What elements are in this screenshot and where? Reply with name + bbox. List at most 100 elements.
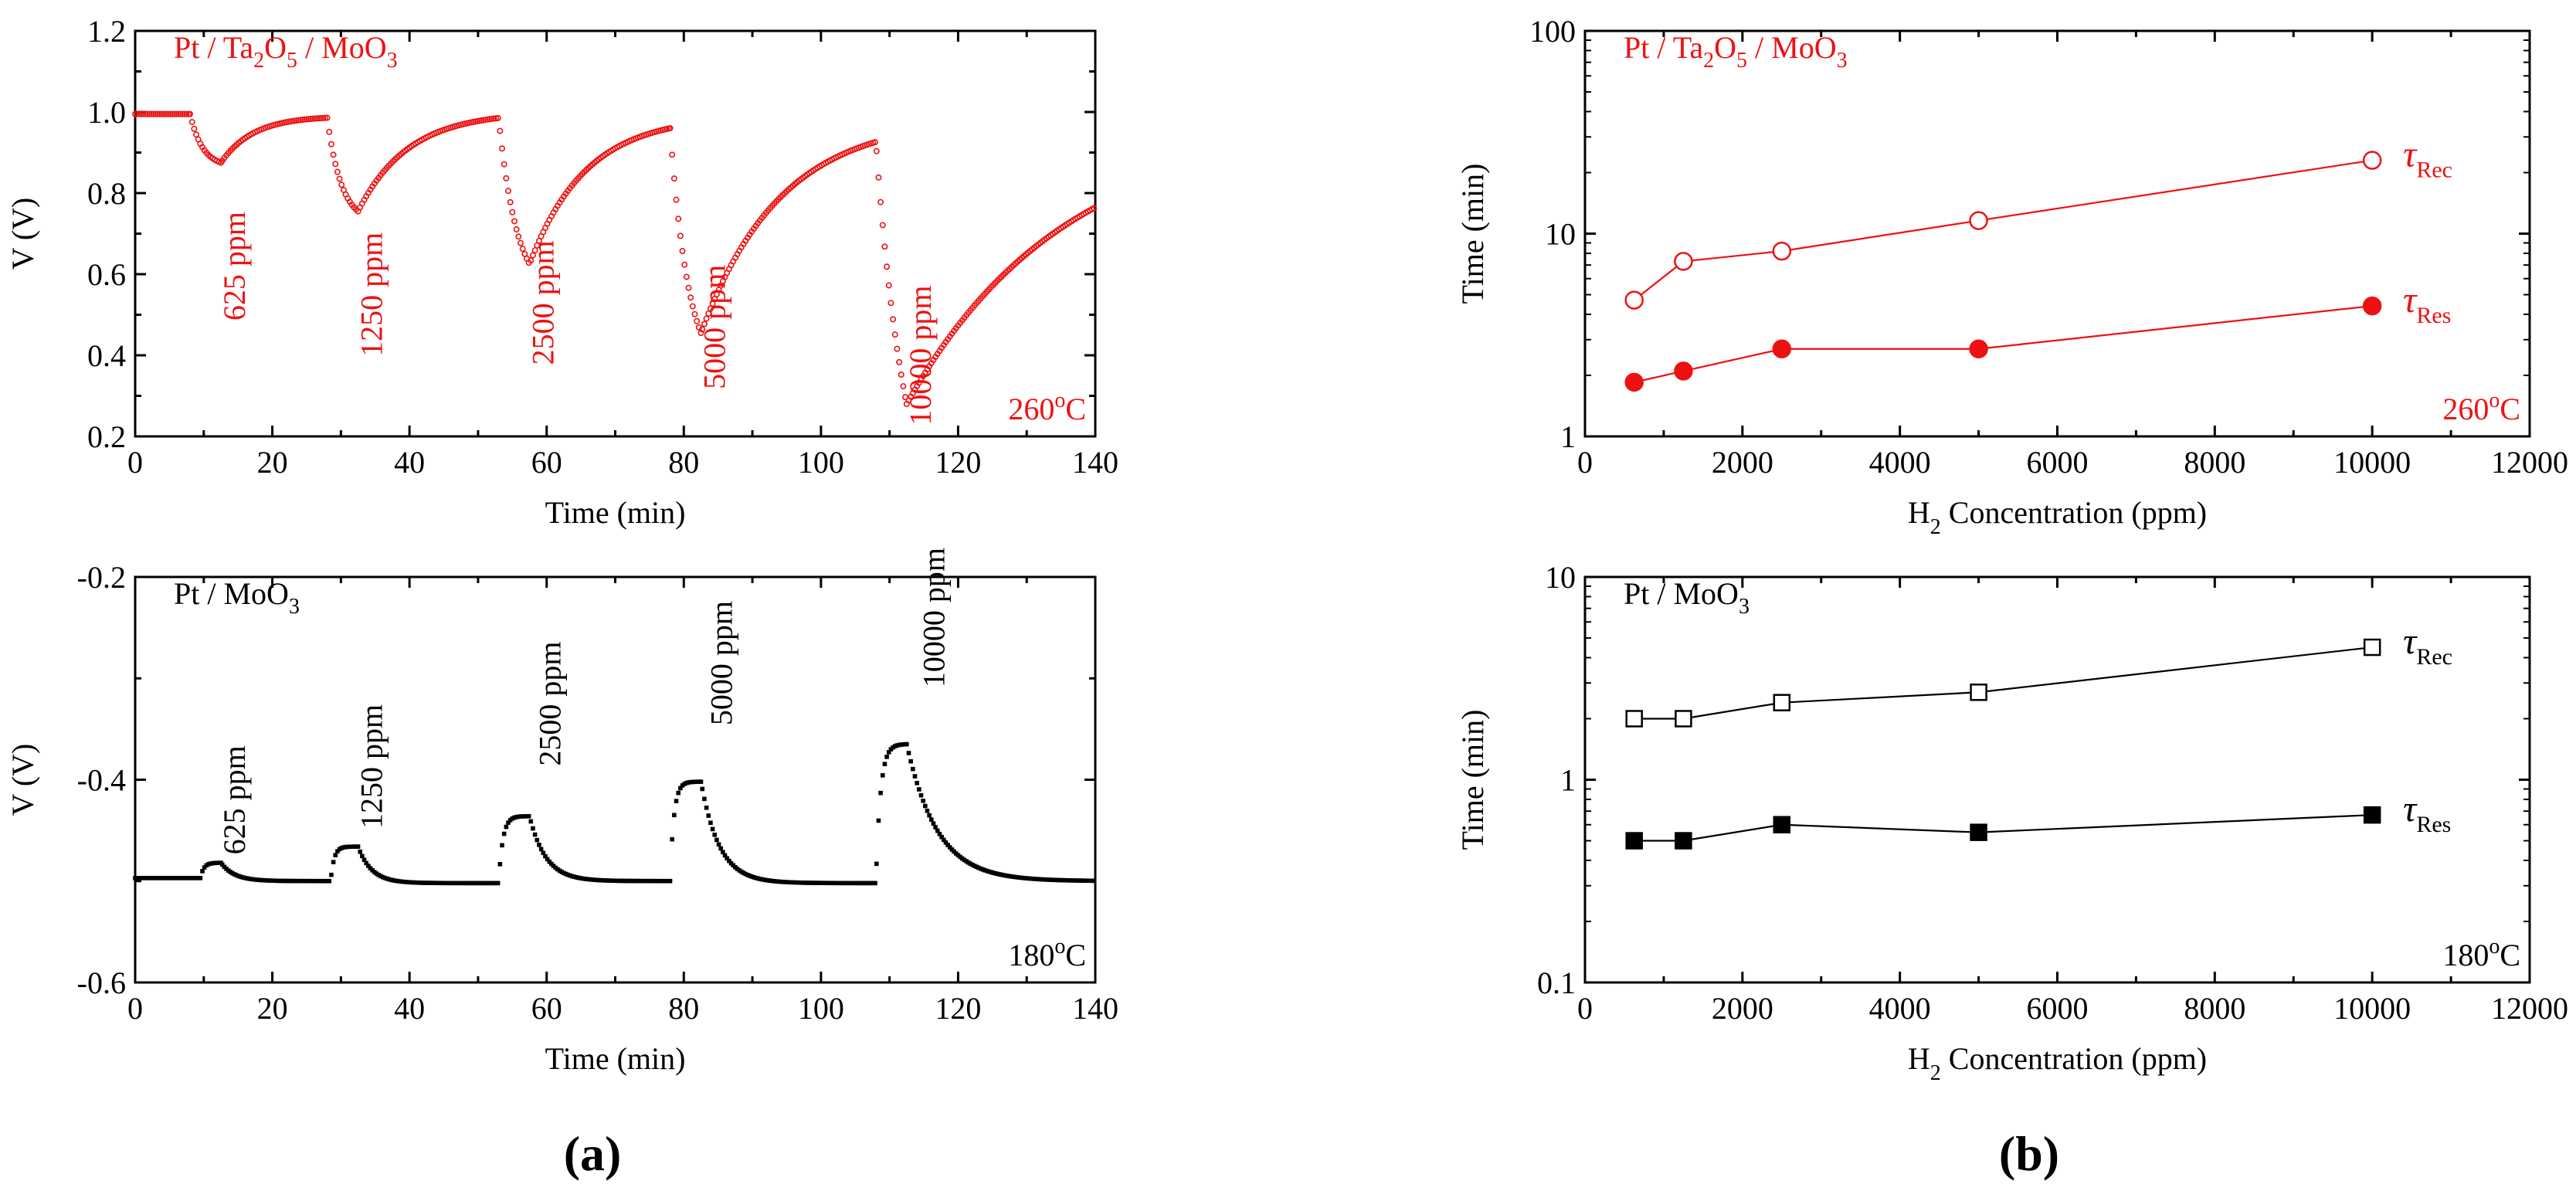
y-axis-label: Time (min) <box>1455 710 1490 850</box>
data-point <box>718 846 724 851</box>
data-point <box>689 303 696 310</box>
data-point <box>328 141 334 148</box>
panel-title: Pt / Ta2O5 / MoO3 <box>174 30 398 73</box>
data-point <box>314 115 321 122</box>
data-point <box>2363 806 2381 824</box>
data-point <box>137 110 144 117</box>
plot-frame <box>1583 29 2531 438</box>
data-point <box>366 864 371 868</box>
concentration-label: 5000 ppm <box>704 601 738 725</box>
data-point <box>873 148 880 154</box>
data-point <box>679 248 686 255</box>
data-point <box>329 872 334 877</box>
data-point <box>1675 710 1692 728</box>
data-point <box>678 786 683 791</box>
x-tick-label: 0 <box>1577 445 1593 480</box>
series-label: τRec <box>2403 134 2452 183</box>
x-tick-label: 0 <box>127 991 143 1026</box>
x-axis-label: Time (min) <box>545 1041 686 1076</box>
data-point <box>931 821 936 826</box>
data-point <box>513 226 520 232</box>
x-axis-label: H2 Concentration (ppm) <box>1908 495 2207 539</box>
data-point <box>497 127 504 134</box>
data-point <box>877 198 884 205</box>
series-label: τRes <box>2403 280 2451 328</box>
data-point <box>667 878 673 884</box>
data-point <box>694 317 701 324</box>
data-point <box>725 856 730 861</box>
x-axis-label: Time (min) <box>545 495 686 530</box>
data-point <box>2362 151 2382 170</box>
data-point <box>918 792 924 798</box>
data-point <box>906 751 911 755</box>
y-tick-label: -0.4 <box>77 763 126 798</box>
data-point <box>327 878 332 884</box>
data-point <box>517 239 524 246</box>
data-point <box>667 124 674 131</box>
data-point <box>501 161 507 168</box>
data-point <box>697 330 704 337</box>
data-point <box>150 110 157 117</box>
y-tick-label: 1 <box>1560 763 1576 798</box>
data-point <box>727 858 731 864</box>
data-point <box>871 139 878 146</box>
y-tick-label: 1 <box>1560 419 1576 454</box>
x-tick-label: 140 <box>1072 445 1118 480</box>
data-point <box>532 832 538 837</box>
data-point <box>1091 878 1097 884</box>
data-point <box>507 198 514 205</box>
data-point <box>511 218 518 225</box>
data-point <box>704 805 709 810</box>
data-point <box>673 196 680 203</box>
data-point <box>177 110 184 117</box>
x-tick-label: 120 <box>935 991 981 1026</box>
data-point <box>317 114 324 121</box>
data-point <box>698 779 704 784</box>
data-point <box>338 182 345 188</box>
data-point <box>161 110 168 117</box>
data-point <box>881 243 888 250</box>
data-point <box>497 862 503 867</box>
data-point <box>707 305 714 312</box>
data-point <box>543 853 548 859</box>
y-tick-label: 0.1 <box>1537 965 1576 1000</box>
chart-b_top: 0 2000 4000 6000 8000 10000 12000 1 10 100 Time (m… <box>1455 14 2568 539</box>
data-point <box>331 860 336 864</box>
x-tick-label: 40 <box>394 445 425 480</box>
data-point <box>148 110 155 117</box>
data-point <box>200 869 205 874</box>
data-point <box>156 110 163 117</box>
x-tick-label: 2000 <box>1712 991 1773 1026</box>
x-tick-label: 40 <box>394 991 425 1026</box>
data-point <box>716 842 721 847</box>
x-tick-label: 20 <box>257 445 288 480</box>
x-tick-label: 0 <box>127 445 143 480</box>
series-line <box>1634 159 2373 301</box>
y-axis-label: Time (min) <box>1455 164 1490 304</box>
data-point <box>703 315 710 322</box>
series-label: τRec <box>2403 621 2452 670</box>
concentration-label: 2500 ppm <box>532 642 567 766</box>
temperature-label: 260oC <box>2442 389 2520 426</box>
series-label: τRes <box>2403 789 2451 837</box>
data-point <box>142 110 149 117</box>
y-tick-label: 1.2 <box>87 14 126 49</box>
data-point <box>714 837 719 843</box>
data-point <box>1625 832 1643 850</box>
data-point <box>165 110 171 117</box>
y-tick-label: 10 <box>1545 560 1576 595</box>
data-point <box>700 786 705 792</box>
x-axis-label: H2 Concentration (ppm) <box>1908 1041 2207 1085</box>
data-point <box>531 247 538 254</box>
y-tick-label: 0.6 <box>87 257 126 292</box>
data-point <box>358 849 363 854</box>
concentration-label: 625 ppm <box>217 212 252 321</box>
data-point <box>360 853 365 859</box>
plot-frame <box>134 29 1097 438</box>
data-point <box>699 326 706 333</box>
x-tick-label: 12000 <box>2491 445 2568 480</box>
x-tick-label: 4000 <box>1869 445 1931 480</box>
data-point <box>1674 252 1693 271</box>
data-point <box>355 844 361 849</box>
data-point <box>167 110 174 117</box>
